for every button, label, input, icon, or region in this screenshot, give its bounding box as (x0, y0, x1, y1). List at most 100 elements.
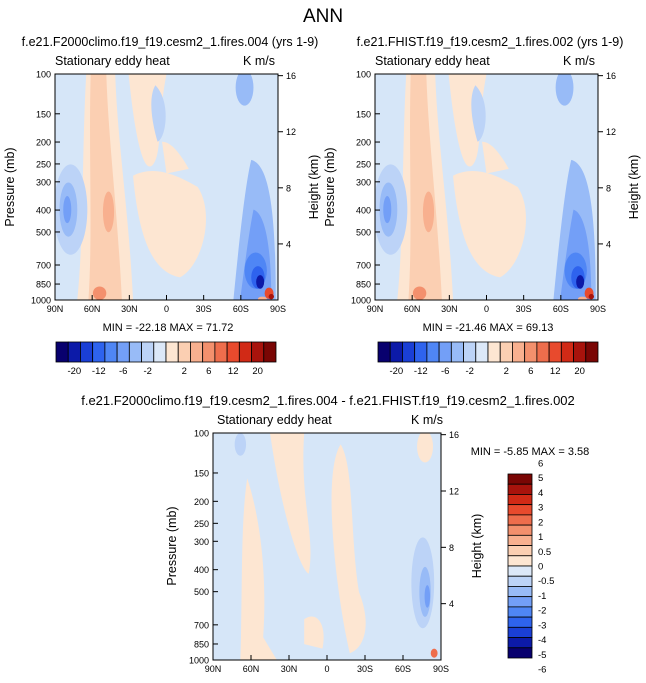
x-tick-label: 90S (270, 304, 286, 314)
colorbar-swatch (548, 341, 562, 363)
colorbar-swatch (524, 341, 538, 363)
y-tick-label: 400 (194, 565, 209, 575)
colorbar-swatch (487, 341, 501, 363)
colorbar-swatch (402, 341, 416, 363)
panel-hist-subtitle-left: Stationary eddy heat (375, 54, 490, 68)
colorbar-label: -12 (414, 366, 428, 377)
colorbar-label: -6 (119, 366, 127, 377)
y-tick-label: 300 (36, 177, 51, 187)
panel-diff-ylabel-right: Height (km) (470, 514, 484, 579)
colorbar-label: 1 (538, 532, 543, 543)
y-right-tick-label: 8 (606, 183, 611, 193)
x-tick-label: 60S (395, 664, 411, 674)
colorbar-label: 12 (550, 366, 561, 377)
x-tick-label: 60N (84, 304, 101, 314)
colorbar-label: -0.5 (538, 576, 554, 587)
colorbar-swatch (507, 534, 533, 546)
colorbar-label: -6 (441, 366, 449, 377)
colorbar-swatch (507, 596, 533, 608)
panel-diff-title: f.e21.F2000climo.f19_f19.cesm2_1.fires.0… (81, 393, 575, 408)
panel-hist-stats: MIN = -21.46 MAX = 69.13 (423, 322, 554, 334)
colorbar-swatch (585, 341, 599, 363)
y-tick-label: 300 (194, 537, 209, 547)
colorbar-label: 5 (538, 473, 543, 484)
panel-hist-subtitle-right: K m/s (563, 54, 595, 68)
colorbar-swatch (426, 341, 440, 363)
x-tick-label: 60N (404, 304, 421, 314)
panel-hist: f.e21.FHIST.f19_f19.cesm2_1.fires.002 (y… (323, 35, 641, 334)
y-right-tick-label: 4 (286, 239, 291, 249)
colorbar-swatch (153, 341, 167, 363)
y-tick-label: 300 (356, 177, 371, 187)
colorbar-label: 4 (538, 488, 543, 499)
panel-diff-subtitle-left: Stationary eddy heat (217, 413, 332, 427)
colorbar-swatch (512, 341, 526, 363)
colorbar-swatch (263, 341, 277, 363)
panel-control-axes: 100 150 200 250 300 400 500 700 850 1000 16 12 8 4 90N… (31, 70, 296, 315)
x-tick-label: 30N (281, 664, 298, 674)
colorbar-swatch (214, 341, 228, 363)
panel-control-ylabel-right: Height (km) (307, 155, 321, 220)
y-right-tick-label: 8 (286, 183, 291, 193)
colorbar-label: -20 (389, 366, 403, 377)
colorbar-label: -2 (143, 366, 151, 377)
y-tick-label: 150 (36, 109, 51, 119)
y-tick-label: 1000 (189, 656, 209, 666)
panel-diff-stats: MIN = -5.85 MAX = 3.58 (471, 446, 590, 458)
colorbar-swatch (377, 341, 391, 363)
x-tick-label: 60S (233, 304, 249, 314)
colorbar-swatch (438, 341, 452, 363)
colorbar-label: 2 (538, 517, 543, 528)
colorbar-label: 3 (538, 503, 543, 514)
y-right-tick-label: 4 (449, 599, 454, 609)
colorbar-swatch (507, 586, 533, 598)
panel-diff: f.e21.F2000climo.f19_f19.cesm2_1.fires.0… (81, 393, 589, 674)
y-tick-label: 700 (36, 260, 51, 270)
colorbar-swatch (507, 473, 533, 485)
colorbar-swatch (67, 341, 81, 363)
colorbar-swatch (177, 341, 191, 363)
panel-diff-ylabel: Pressure (mb) (165, 506, 179, 585)
colorbar-hist: -20 -12 -6 -2 2 6 12 20 (377, 341, 599, 377)
colorbar-label: 2 (182, 366, 187, 377)
colorbar-swatch (573, 341, 587, 363)
y-right-tick-label: 12 (449, 486, 459, 496)
colorbar-swatch (507, 555, 533, 567)
colorbar-swatch (463, 341, 477, 363)
colorbar-swatch (202, 341, 216, 363)
colorbar-swatch (116, 341, 130, 363)
y-tick-label: 700 (356, 260, 371, 270)
colorbar-swatch (507, 483, 533, 495)
panel-hist-ylabel: Pressure (mb) (323, 147, 337, 226)
colorbar-swatch (507, 494, 533, 506)
panel-control-subtitle-right: K m/s (243, 54, 275, 68)
panel-hist-contour-field (375, 74, 598, 300)
x-tick-label: 90N (205, 664, 222, 674)
colorbar-swatch (507, 626, 533, 638)
x-tick-label: 60N (243, 664, 260, 674)
panel-diff-axes: 100 150 200 250 300 400 500 700 850 1000 16 12 8 4 90N… (189, 429, 459, 675)
x-tick-label: 90S (433, 664, 449, 674)
panel-control-stats: MIN = -22.18 MAX = 71.72 (103, 322, 234, 334)
y-tick-label: 400 (36, 206, 51, 216)
x-tick-label: 30N (121, 304, 138, 314)
y-tick-label: 100 (356, 70, 371, 80)
y-tick-label: 100 (194, 429, 209, 439)
colorbar-label: 6 (206, 366, 211, 377)
colorbar-swatch (190, 341, 204, 363)
panel-hist-title: f.e21.FHIST.f19_f19.cesm2_1.fires.002 (y… (357, 35, 624, 49)
colorbar-swatch (507, 514, 533, 526)
y-tick-label: 1000 (31, 296, 51, 306)
colorbar-swatch (507, 545, 533, 557)
panel-control-ylabel: Pressure (mb) (3, 147, 17, 226)
colorbar-swatch (238, 341, 252, 363)
y-tick-label: 850 (356, 280, 371, 290)
x-tick-label: 90N (47, 304, 64, 314)
page-title: ANN (303, 6, 343, 27)
y-tick-label: 1000 (351, 296, 371, 306)
colorbar-label: 20 (252, 366, 263, 377)
colorbar-label: -2 (538, 606, 546, 617)
colorbar-label: -4 (538, 635, 546, 646)
panel-hist-axes: 100 150 200 250 300 400 500 700 850 1000 16 12 8 4 90N… (351, 70, 616, 315)
